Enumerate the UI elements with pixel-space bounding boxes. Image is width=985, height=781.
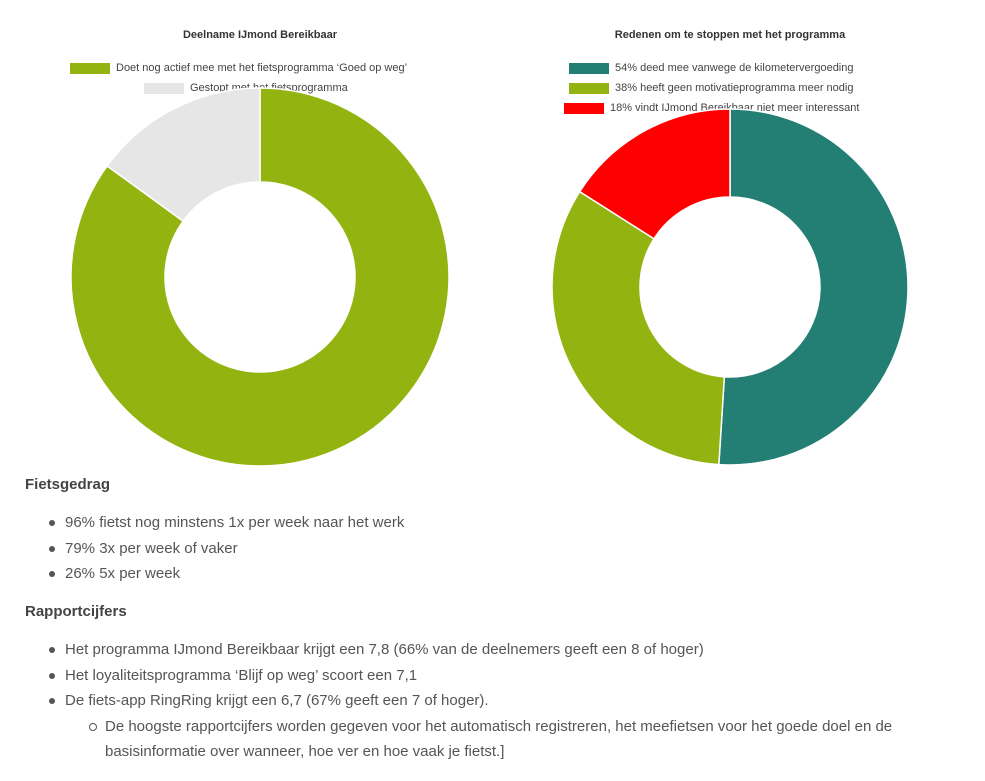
legend-label: 38% heeft geen motivatieprogramma meer n… bbox=[615, 82, 854, 94]
donut-redenen bbox=[551, 108, 909, 466]
chart-title-deelname: Deelname IJmond Bereikbaar bbox=[182, 29, 338, 41]
donut-deelname bbox=[70, 87, 450, 467]
list-item: De fiets-app RingRing krijgt een 6,7 (67… bbox=[25, 688, 970, 714]
legend-label: 54% deed mee vanwege de kilometervergoed… bbox=[615, 62, 854, 74]
legend-item-actief[interactable]: Doet nog actief mee met het fietsprogram… bbox=[70, 61, 407, 75]
pie-slice-1[interactable] bbox=[106, 87, 261, 223]
pie-slice-2[interactable] bbox=[578, 108, 731, 240]
legend-item-niet-interessant[interactable]: 18% vindt IJmond Bereikbaar niet meer in… bbox=[564, 101, 859, 115]
list-item: 26% 5x per week bbox=[25, 561, 404, 587]
section-heading-rapportcijfers: Rapportcijfers bbox=[25, 603, 127, 620]
pie-slice-0[interactable] bbox=[70, 87, 450, 467]
legend-label: Doet nog actief mee met het fietsprogram… bbox=[116, 62, 408, 74]
legend-item-kilometervergoeding[interactable]: 54% deed mee vanwege de kilometervergoed… bbox=[569, 61, 854, 75]
pie-slice-0[interactable] bbox=[718, 108, 909, 466]
pie-slice-1[interactable] bbox=[551, 190, 726, 466]
legend-swatch bbox=[70, 62, 110, 74]
list-item: 79% 3x per week of vaker bbox=[25, 536, 404, 562]
section-heading-fietsgedrag: Fietsgedrag bbox=[25, 476, 111, 493]
legend-label: 18% vindt IJmond Bereikbaar niet meer in… bbox=[610, 102, 860, 114]
bullet-list-rapportcijfers: Het programma IJmond Bereikbaar krijgt e… bbox=[25, 637, 970, 765]
legend-swatch bbox=[569, 82, 609, 94]
list-item: 96% fietst nog minstens 1x per week naar… bbox=[25, 510, 404, 536]
list-item: Het programma IJmond Bereikbaar krijgt e… bbox=[25, 637, 970, 663]
list-item-sub: De hoogste rapportcijfers worden gegeven… bbox=[25, 714, 970, 765]
chart-title-redenen: Redenen om te stoppen met het programma bbox=[614, 29, 846, 41]
legend-swatch bbox=[564, 102, 604, 114]
legend-swatch bbox=[569, 62, 609, 74]
bullet-list-fietsgedrag: 96% fietst nog minstens 1x per week naar… bbox=[25, 510, 404, 587]
list-item: Het loyaliteitsprogramma ‘Blijf op weg’ … bbox=[25, 663, 970, 689]
legend-swatch bbox=[144, 82, 184, 94]
legend-item-motivatieprogramma[interactable]: 38% heeft geen motivatieprogramma meer n… bbox=[569, 81, 853, 95]
